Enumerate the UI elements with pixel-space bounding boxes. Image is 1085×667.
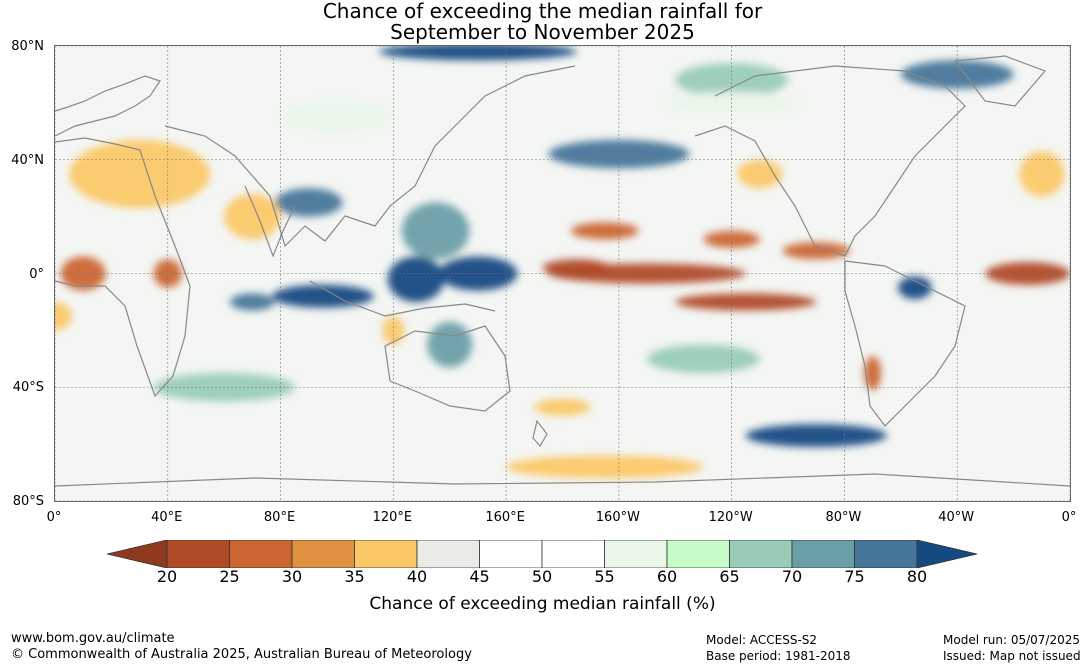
map-canvas — [55, 46, 1070, 501]
map-title-line1: Chance of exceeding the median rainfall … — [322, 0, 763, 23]
map-title-line2: September to November 2025 — [390, 20, 695, 44]
rainfall-region-27 — [737, 159, 783, 189]
rainfall-region-10 — [427, 321, 473, 368]
rainfall-map — [54, 45, 1071, 502]
colorbar-above-arrow — [916, 540, 978, 568]
colorbar-segment — [416, 540, 480, 568]
colorbar-segment — [479, 540, 543, 568]
rainfall-region-8 — [745, 424, 887, 447]
colorbar-segment — [291, 540, 355, 568]
colorbar-tick-label: 45 — [469, 567, 490, 586]
longitude-label: 0° — [46, 510, 62, 525]
rainfall-region-31 — [1019, 151, 1065, 197]
website-link[interactable]: www.bom.gov.au/climate — [11, 631, 175, 646]
rainfall-region-17 — [542, 259, 611, 277]
coastline-layer — [55, 55, 1070, 487]
coastline-greenland — [953, 55, 1047, 107]
coastline-indonesia — [309, 280, 496, 317]
issued-status: Issued: Map not issued — [943, 649, 1081, 663]
colorbar — [107, 540, 978, 568]
colorbar-tick-label: 55 — [594, 567, 615, 586]
rainfall-region-21 — [570, 222, 639, 240]
rainfall-region-29 — [534, 398, 591, 416]
latitude-label: 80°S — [12, 494, 44, 509]
rainfall-region-1 — [387, 256, 445, 302]
longitude-label: 40°E — [151, 510, 183, 525]
coastline-south-america — [844, 260, 966, 427]
colorbar-tick-label: 50 — [531, 567, 553, 586]
longitude-label: 80°W — [825, 510, 862, 525]
coastline-india — [244, 185, 296, 258]
rainfall-region-7 — [379, 46, 577, 61]
colorbar-tick-label: 60 — [656, 567, 678, 586]
latitude-label: 40°S — [12, 380, 44, 396]
latitude-label: 0° — [29, 266, 44, 282]
coastline-newzealand — [532, 419, 548, 448]
coastline-africa — [55, 137, 191, 398]
coastline-asia — [164, 65, 576, 248]
colorbar-segment — [166, 540, 230, 568]
rainfall-region-25 — [69, 139, 211, 209]
rainfall-region-23 — [782, 242, 851, 260]
rainfall-region-24 — [864, 355, 882, 391]
colorbar-segment — [229, 540, 293, 568]
rainfall-region-32 — [55, 301, 72, 331]
colorbar-segment — [541, 540, 605, 568]
gridlines — [55, 46, 1070, 501]
copyright-text: © Commonwealth of Australia 2025, Austra… — [11, 647, 472, 662]
rainfall-region-3 — [229, 293, 275, 311]
colorbar-tick-label: 35 — [344, 567, 365, 586]
colorbar-segments — [107, 540, 978, 568]
colorbar-tick-label: 65 — [719, 567, 740, 586]
latitude-label: 80°N — [11, 39, 44, 54]
colorbar-tick-label: 75 — [844, 567, 865, 586]
colorbar-tick-label: 20 — [156, 567, 178, 586]
colorbar-segment — [354, 540, 418, 568]
model-name: Model: ACCESS-S2 — [706, 633, 818, 647]
colorbar-segment — [666, 540, 730, 568]
colorbar-label: Chance of exceeding median rainfall (%) — [369, 594, 716, 614]
coastline-north-america — [694, 65, 966, 257]
longitude-label: 120°E — [372, 510, 413, 525]
rainfall-region-16 — [675, 293, 817, 311]
rainfall-region-9 — [898, 276, 932, 300]
longitude-label: 0° — [1061, 510, 1077, 525]
model-run: Model run: 05/07/2025 — [943, 633, 1081, 647]
rainfall-region-4 — [401, 202, 470, 260]
colorbar-tick-label: 25 — [219, 567, 240, 586]
coastline-australia — [384, 325, 511, 412]
colorbar-tick-label: 80 — [906, 567, 928, 586]
rainfall-region-28 — [506, 455, 704, 479]
latitude-label: 40°N — [11, 152, 44, 168]
rainfall-region-0 — [438, 256, 518, 291]
coastline-europe — [55, 75, 161, 137]
longitude-label: 80°E — [263, 510, 296, 525]
longitude-label: 120°W — [708, 510, 753, 525]
colorbar-segment — [854, 540, 918, 568]
colorbar-tick-label: 30 — [281, 567, 303, 586]
colorbar-tick-label: 70 — [781, 567, 803, 586]
colorbar-tick-label: 40 — [406, 567, 428, 586]
colorbar-below-arrow — [107, 540, 168, 568]
rainfall-region-5 — [274, 188, 343, 217]
longitude-label: 160°W — [595, 510, 640, 525]
rainfall-anomaly-layer — [55, 46, 1070, 479]
coastline-antarctica — [55, 473, 1070, 487]
colorbar-segment — [729, 540, 793, 568]
colorbar-segment — [791, 540, 855, 568]
longitude-label: 40°W — [938, 510, 975, 525]
longitude-label: 160°E — [485, 510, 525, 525]
rainfall-region-12 — [647, 344, 760, 374]
colorbar-segment — [604, 540, 668, 568]
rainfall-region-34 — [280, 100, 394, 135]
rainfall-region-13 — [675, 63, 789, 98]
base-period: Base period: 1981-2018 — [706, 649, 851, 663]
rainfall-region-26 — [224, 193, 281, 240]
